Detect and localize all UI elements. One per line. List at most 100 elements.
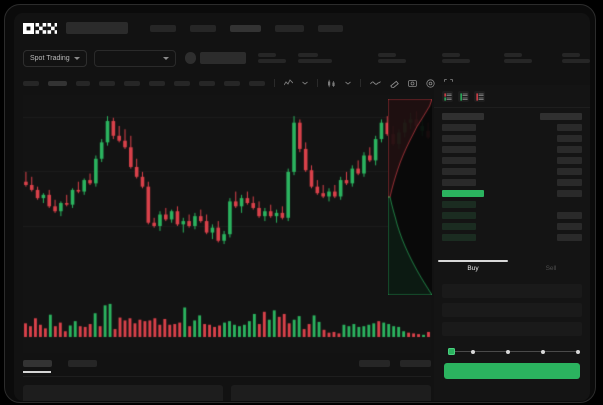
ticker-stat-5-label [504, 53, 522, 57]
orderbook-col-price [442, 113, 484, 120]
ask-price [442, 135, 476, 142]
timeframe-6[interactable] [149, 80, 165, 86]
ask-price [442, 157, 476, 164]
ticker-stat-5 [504, 53, 532, 63]
orderbook-header-row [434, 111, 590, 122]
ask-price [442, 124, 476, 131]
timeframe-3[interactable] [76, 80, 90, 86]
okx-logo[interactable] [23, 22, 57, 34]
timeframe-4[interactable] [99, 80, 115, 86]
orderbook-bid-row[interactable] [434, 221, 590, 232]
timeframe-2[interactable] [48, 80, 67, 86]
settings-icon[interactable] [426, 78, 435, 88]
nav-item-4[interactable] [275, 24, 304, 32]
bottom-tab-2[interactable] [68, 359, 97, 367]
order-price-input[interactable] [442, 284, 582, 298]
market-type-dropdown[interactable]: Spot Trading [23, 49, 87, 67]
nav-item-2[interactable] [190, 24, 216, 32]
ticker-stat-4-label [442, 53, 460, 57]
slider-stop-50[interactable] [506, 349, 510, 354]
bottom-card-1[interactable] [23, 385, 223, 401]
nav-item-1[interactable] [150, 24, 176, 32]
chevron-down-icon [162, 56, 169, 60]
orderbook-asks-icon[interactable] [474, 91, 485, 102]
chevron-down-icon [73, 56, 80, 60]
nav-item-5[interactable] [318, 24, 343, 32]
orderbook-ask-row[interactable] [434, 144, 590, 155]
chart-toolbar [14, 75, 590, 91]
ask-amount [557, 135, 582, 142]
bottom-action-1[interactable] [359, 359, 390, 367]
orderbook-both-icon[interactable] [442, 91, 453, 102]
orderbook-bid-row[interactable] [434, 232, 590, 243]
last-price-amount [557, 190, 582, 197]
slider-handle[interactable] [448, 348, 455, 355]
timeframe-1[interactable] [23, 80, 39, 86]
bid-price [442, 212, 476, 219]
orderbook-rows [434, 108, 590, 243]
slider-stop-100[interactable] [576, 349, 580, 354]
indicators-icon[interactable] [284, 79, 293, 87]
slider-stop-75[interactable] [541, 349, 545, 354]
ticker-stat-2 [298, 53, 332, 63]
timeframe-10[interactable] [249, 80, 265, 86]
order-total-input[interactable] [442, 322, 582, 336]
ask-amount [557, 146, 582, 153]
orderbook-panel: Buy Sell [434, 85, 590, 401]
nav-menu [150, 24, 343, 32]
bid-price [442, 201, 476, 208]
timeframe-8[interactable] [199, 80, 215, 86]
ticker-stat-4-value [442, 59, 470, 63]
tab-sell[interactable]: Sell [545, 265, 557, 272]
timeframe-5[interactable] [124, 80, 140, 86]
trade-side-tabs: Buy Sell [434, 260, 590, 278]
ticker-stat-3-value [378, 59, 406, 63]
device-bezel: Spot Trading [4, 4, 596, 403]
nav-item-3[interactable] [230, 24, 261, 32]
ticker-stat-1-value [258, 59, 286, 63]
device-screen: Spot Trading [14, 13, 590, 401]
ticker-bar: Spot Trading [14, 43, 590, 73]
ask-amount [557, 157, 582, 164]
bid-price [442, 223, 476, 230]
slider-track [448, 351, 576, 352]
orderbook-bid-row[interactable] [434, 199, 590, 210]
bottom-tabs-underline [23, 376, 431, 377]
line-chart-icon[interactable] [370, 80, 381, 86]
price-chart-panel[interactable] [23, 95, 431, 353]
orderbook-ask-row[interactable] [434, 122, 590, 133]
global-search-input[interactable] [66, 22, 128, 34]
toolbar-divider [317, 79, 318, 87]
bid-amount [557, 212, 582, 219]
orderbook-ask-row[interactable] [434, 166, 590, 177]
ticker-stat-6-value [562, 59, 590, 63]
ask-amount [557, 124, 582, 131]
orderbook-ask-row[interactable] [434, 133, 590, 144]
orderbook-bid-row[interactable] [434, 210, 590, 221]
camera-icon[interactable] [408, 79, 417, 87]
orderbook-bids-icon[interactable] [458, 91, 469, 102]
bottom-tab-1-label [23, 359, 52, 367]
bottom-action-2[interactable] [400, 359, 431, 367]
chevron-down-icon[interactable] [302, 81, 308, 85]
tab-buy[interactable]: Buy [434, 260, 512, 278]
order-amount-slider[interactable] [444, 348, 580, 355]
orderbook-ask-row[interactable] [434, 177, 590, 188]
order-amount-input[interactable] [442, 303, 582, 317]
timeframe-7[interactable] [174, 80, 190, 86]
ask-price [442, 179, 476, 186]
submit-buy-button[interactable] [444, 363, 580, 379]
bottom-tab-1[interactable] [23, 359, 52, 373]
orderbook-last-price-row [434, 188, 590, 199]
trading-pair-dropdown[interactable] [93, 49, 176, 67]
slider-stop-25[interactable] [471, 349, 475, 354]
ask-amount [557, 179, 582, 186]
candle-type-icon[interactable] [327, 79, 336, 88]
chevron-down-icon[interactable] [345, 81, 351, 85]
timeframe-9[interactable] [224, 80, 240, 86]
orderbook-ask-row[interactable] [434, 155, 590, 166]
ruler-icon[interactable] [390, 79, 399, 88]
candlestick-chart[interactable] [23, 95, 431, 277]
bottom-card-2[interactable] [231, 385, 431, 401]
ticker-stat-6 [562, 53, 590, 63]
